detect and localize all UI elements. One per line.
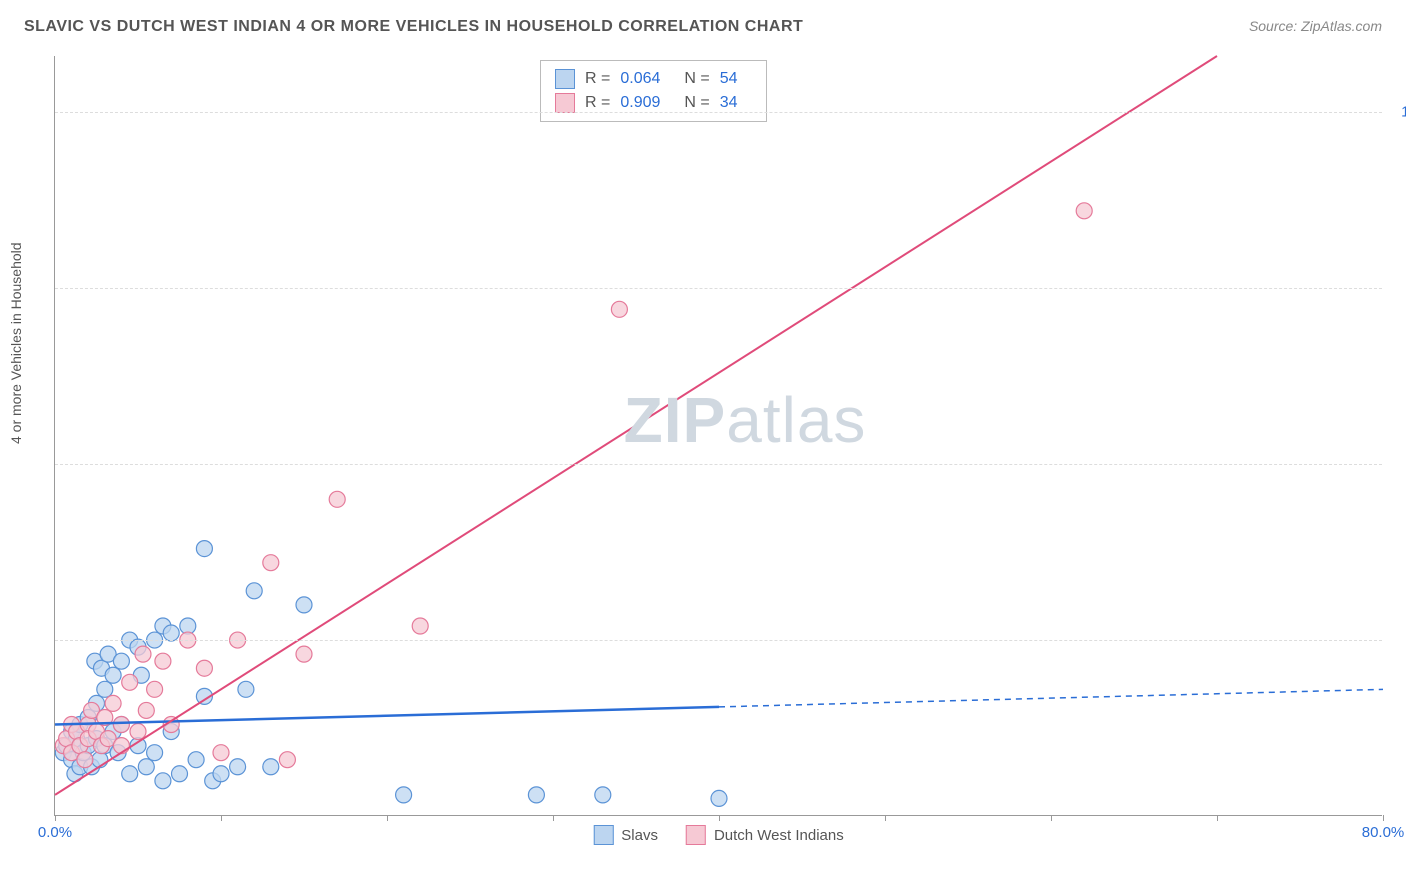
data-point <box>97 681 113 697</box>
data-point <box>147 681 163 697</box>
x-tick-mark <box>1383 815 1384 821</box>
data-point <box>213 766 229 782</box>
data-point <box>147 745 163 761</box>
data-point <box>528 787 544 803</box>
data-point <box>263 759 279 775</box>
trend-line <box>55 56 1217 795</box>
data-point <box>711 790 727 806</box>
y-tick-label: 100.0% <box>1392 104 1406 121</box>
chart-container: 4 or more Vehicles in Household ZIPatlas… <box>54 56 1382 846</box>
data-point <box>196 660 212 676</box>
data-point <box>135 646 151 662</box>
n-value-slavs: 54 <box>720 70 738 88</box>
data-point <box>296 646 312 662</box>
swatch-icon <box>593 825 613 845</box>
legend-item-dwi: Dutch West Indians <box>686 825 844 845</box>
gridline <box>55 288 1382 289</box>
x-tick-mark <box>553 815 554 821</box>
data-point <box>188 752 204 768</box>
x-tick-mark <box>719 815 720 821</box>
swatch-slavs <box>555 69 575 89</box>
data-point <box>105 695 121 711</box>
data-point <box>138 702 154 718</box>
data-point <box>230 759 246 775</box>
trend-line-dashed <box>719 689 1383 707</box>
data-point <box>611 301 627 317</box>
x-tick-mark <box>1217 815 1218 821</box>
swatch-icon <box>686 825 706 845</box>
data-point <box>122 766 138 782</box>
x-tick-mark <box>221 815 222 821</box>
series-legend: Slavs Dutch West Indians <box>593 825 843 845</box>
source-attribution: Source: ZipAtlas.com <box>1249 18 1382 34</box>
data-point <box>213 745 229 761</box>
data-point <box>130 724 146 740</box>
data-point <box>172 766 188 782</box>
gridline <box>55 640 1382 641</box>
y-tick-label: 50.0% <box>1392 456 1406 473</box>
data-point <box>122 674 138 690</box>
swatch-dwi <box>555 93 575 113</box>
x-tick-mark <box>1051 815 1052 821</box>
data-point <box>155 653 171 669</box>
data-point <box>163 625 179 641</box>
data-point <box>113 738 129 754</box>
x-tick-label: 80.0% <box>1362 824 1405 841</box>
data-point <box>138 759 154 775</box>
data-point <box>296 597 312 613</box>
data-point <box>105 667 121 683</box>
data-point <box>279 752 295 768</box>
data-point <box>155 773 171 789</box>
data-point <box>396 787 412 803</box>
data-point <box>412 618 428 634</box>
y-axis-label: 4 or more Vehicles in Household <box>8 242 24 444</box>
data-point <box>263 555 279 571</box>
x-tick-mark <box>387 815 388 821</box>
gridline <box>55 112 1382 113</box>
data-point <box>113 717 129 733</box>
data-point <box>246 583 262 599</box>
x-tick-label: 0.0% <box>38 824 72 841</box>
legend-row-slavs: R = 0.064 N = 54 <box>555 67 752 91</box>
r-value-slavs: 0.064 <box>620 70 660 88</box>
x-tick-mark <box>885 815 886 821</box>
y-tick-label: 25.0% <box>1392 632 1406 649</box>
data-point <box>196 541 212 557</box>
chart-title: SLAVIC VS DUTCH WEST INDIAN 4 OR MORE VE… <box>24 18 803 36</box>
legend-item-slavs: Slavs <box>593 825 658 845</box>
plot-area: ZIPatlas R = 0.064 N = 54 R = 0.909 N = … <box>54 56 1382 816</box>
data-point <box>595 787 611 803</box>
n-value-dwi: 34 <box>720 94 738 112</box>
legend-label-dwi: Dutch West Indians <box>714 827 844 844</box>
data-point <box>1076 203 1092 219</box>
data-point <box>77 752 93 768</box>
scatter-svg <box>55 56 1382 815</box>
legend-label-slavs: Slavs <box>621 827 658 844</box>
data-point <box>113 653 129 669</box>
x-tick-mark <box>55 815 56 821</box>
gridline <box>55 464 1382 465</box>
data-point <box>329 491 345 507</box>
r-value-dwi: 0.909 <box>620 94 660 112</box>
y-tick-label: 75.0% <box>1392 280 1406 297</box>
data-point <box>238 681 254 697</box>
